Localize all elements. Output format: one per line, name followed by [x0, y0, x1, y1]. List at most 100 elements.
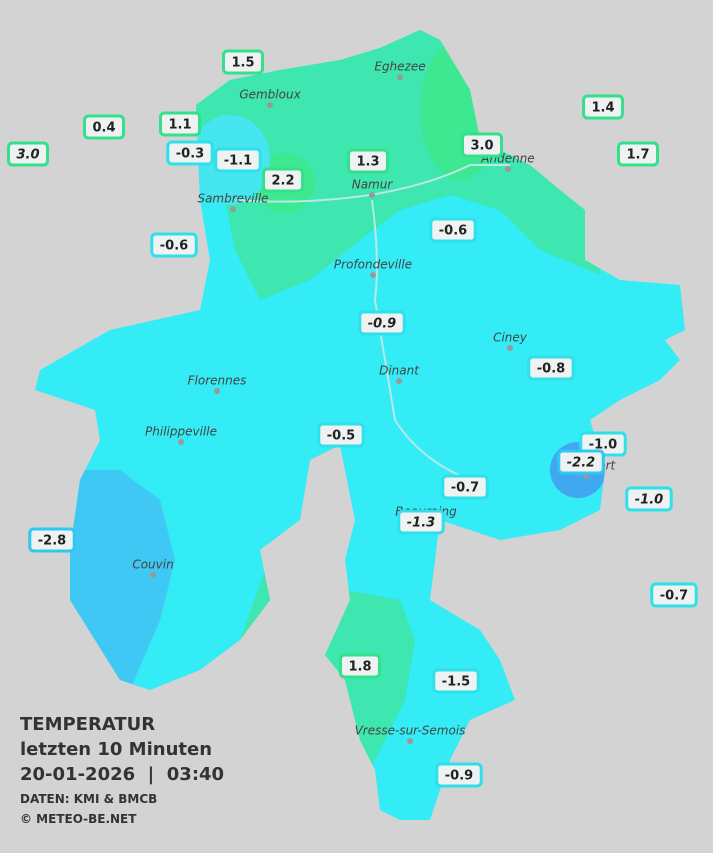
station-value: 1.3	[356, 155, 379, 170]
station-value: 1.8	[348, 660, 371, 675]
station-box	[338, 653, 382, 679]
city-label: Namur	[352, 178, 394, 192]
station-box	[581, 94, 625, 120]
station-box	[625, 486, 673, 512]
station-value: -0.6	[160, 239, 188, 254]
station-value: -1.0	[589, 438, 617, 453]
stations: 1.5 0.4 1.1 3.0 -0.3 -1.1 2.2 1.3 3.0 1.4 1.7 -0.6 -…	[6, 49, 698, 788]
station: -0.6	[150, 232, 198, 258]
station-box	[397, 509, 445, 535]
city-label: Gembloux	[239, 88, 301, 102]
city-dot	[396, 378, 402, 384]
city-label: Florennes	[188, 374, 247, 388]
station-value: -0.6	[439, 224, 467, 239]
station-value: -0.3	[176, 147, 204, 162]
station: -0.9	[435, 762, 483, 788]
station: 0.4	[82, 114, 126, 140]
station-value: 2.2	[271, 174, 294, 189]
station: 1.4	[581, 94, 625, 120]
station: 1.7	[616, 141, 660, 167]
station-value: -0.9	[368, 317, 396, 332]
station: -0.8	[527, 355, 575, 381]
station-box	[6, 141, 50, 167]
station-value: 3.0	[16, 148, 39, 163]
station: -0.7	[650, 582, 698, 608]
city-label: Profondeville	[334, 258, 412, 272]
city-dot	[267, 102, 273, 108]
city-label: Sambreville	[197, 192, 268, 206]
station-box	[261, 167, 305, 193]
station: 2.2	[261, 167, 305, 193]
station-value: -0.7	[660, 589, 688, 604]
station-box	[435, 762, 483, 788]
station-value: -0.9	[445, 769, 473, 784]
station-box	[429, 217, 477, 243]
station-box	[166, 140, 214, 166]
city-dot	[178, 439, 184, 445]
city-dot	[230, 206, 236, 212]
station-value: 1.1	[168, 118, 191, 133]
station: -1.1	[214, 147, 262, 173]
legend-timestamp: 20-01-2026 | 03:40	[20, 764, 224, 785]
city-dot	[397, 74, 403, 80]
city-label: Dinant	[379, 364, 420, 378]
station-box	[650, 582, 698, 608]
station: -0.3	[166, 140, 214, 166]
station-value: 1.5	[231, 56, 254, 71]
station-value: -1.5	[442, 675, 470, 690]
station-value: 3.0	[470, 139, 493, 154]
station-box	[150, 232, 198, 258]
city-dot	[407, 738, 413, 744]
city-label: Philippeville	[145, 425, 217, 439]
station: 3.0	[460, 132, 504, 158]
station: 3.0	[6, 141, 50, 167]
station-value: -2.8	[38, 534, 66, 549]
station-box	[346, 148, 390, 174]
station-box	[317, 422, 365, 448]
station: -1.3	[397, 509, 445, 535]
city-label: Couvin	[132, 558, 173, 572]
legend: TEMPERATUR letzten 10 Minuten 20-01-2026…	[20, 714, 224, 826]
city-dot	[369, 192, 375, 198]
station-box	[82, 114, 126, 140]
city-label: Vresse-sur-Semois	[355, 724, 466, 738]
station: -1.5	[432, 668, 480, 694]
station: 1.3	[346, 148, 390, 174]
station-box	[441, 474, 489, 500]
station-value: 1.4	[591, 101, 614, 116]
station: -0.7	[441, 474, 489, 500]
station: 1.1	[158, 111, 202, 137]
city-dot	[507, 345, 513, 351]
station-value: -0.5	[327, 429, 355, 444]
station: -1.0	[625, 486, 673, 512]
legend-copyright: © METEO-BE.NET	[20, 812, 137, 826]
station: 1.5	[221, 49, 265, 75]
station: -0.9	[358, 310, 406, 336]
station: 1.8	[338, 653, 382, 679]
station-box	[527, 355, 575, 381]
station-value: -0.8	[537, 362, 565, 377]
station: -2.2	[557, 449, 605, 475]
city-dot	[214, 388, 220, 394]
station-box	[214, 147, 262, 173]
station-value: -1.3	[407, 516, 435, 531]
station-box	[557, 449, 605, 475]
station: -0.5	[317, 422, 365, 448]
station-value: 0.4	[92, 121, 115, 136]
city-dot	[370, 272, 376, 278]
legend-title: TEMPERATUR	[20, 714, 155, 735]
station-box	[432, 668, 480, 694]
station: -0.6	[429, 217, 477, 243]
station-value: -1.1	[224, 154, 252, 169]
city-dot	[150, 572, 156, 578]
station-value: -0.7	[451, 481, 479, 496]
station-box	[358, 310, 406, 336]
station-value: -2.2	[567, 456, 595, 471]
station-box	[28, 527, 76, 553]
station-value: 1.7	[626, 148, 649, 163]
legend-period: letzten 10 Minuten	[20, 739, 212, 760]
city-dot	[505, 166, 511, 172]
station-box	[158, 111, 202, 137]
station-box	[616, 141, 660, 167]
